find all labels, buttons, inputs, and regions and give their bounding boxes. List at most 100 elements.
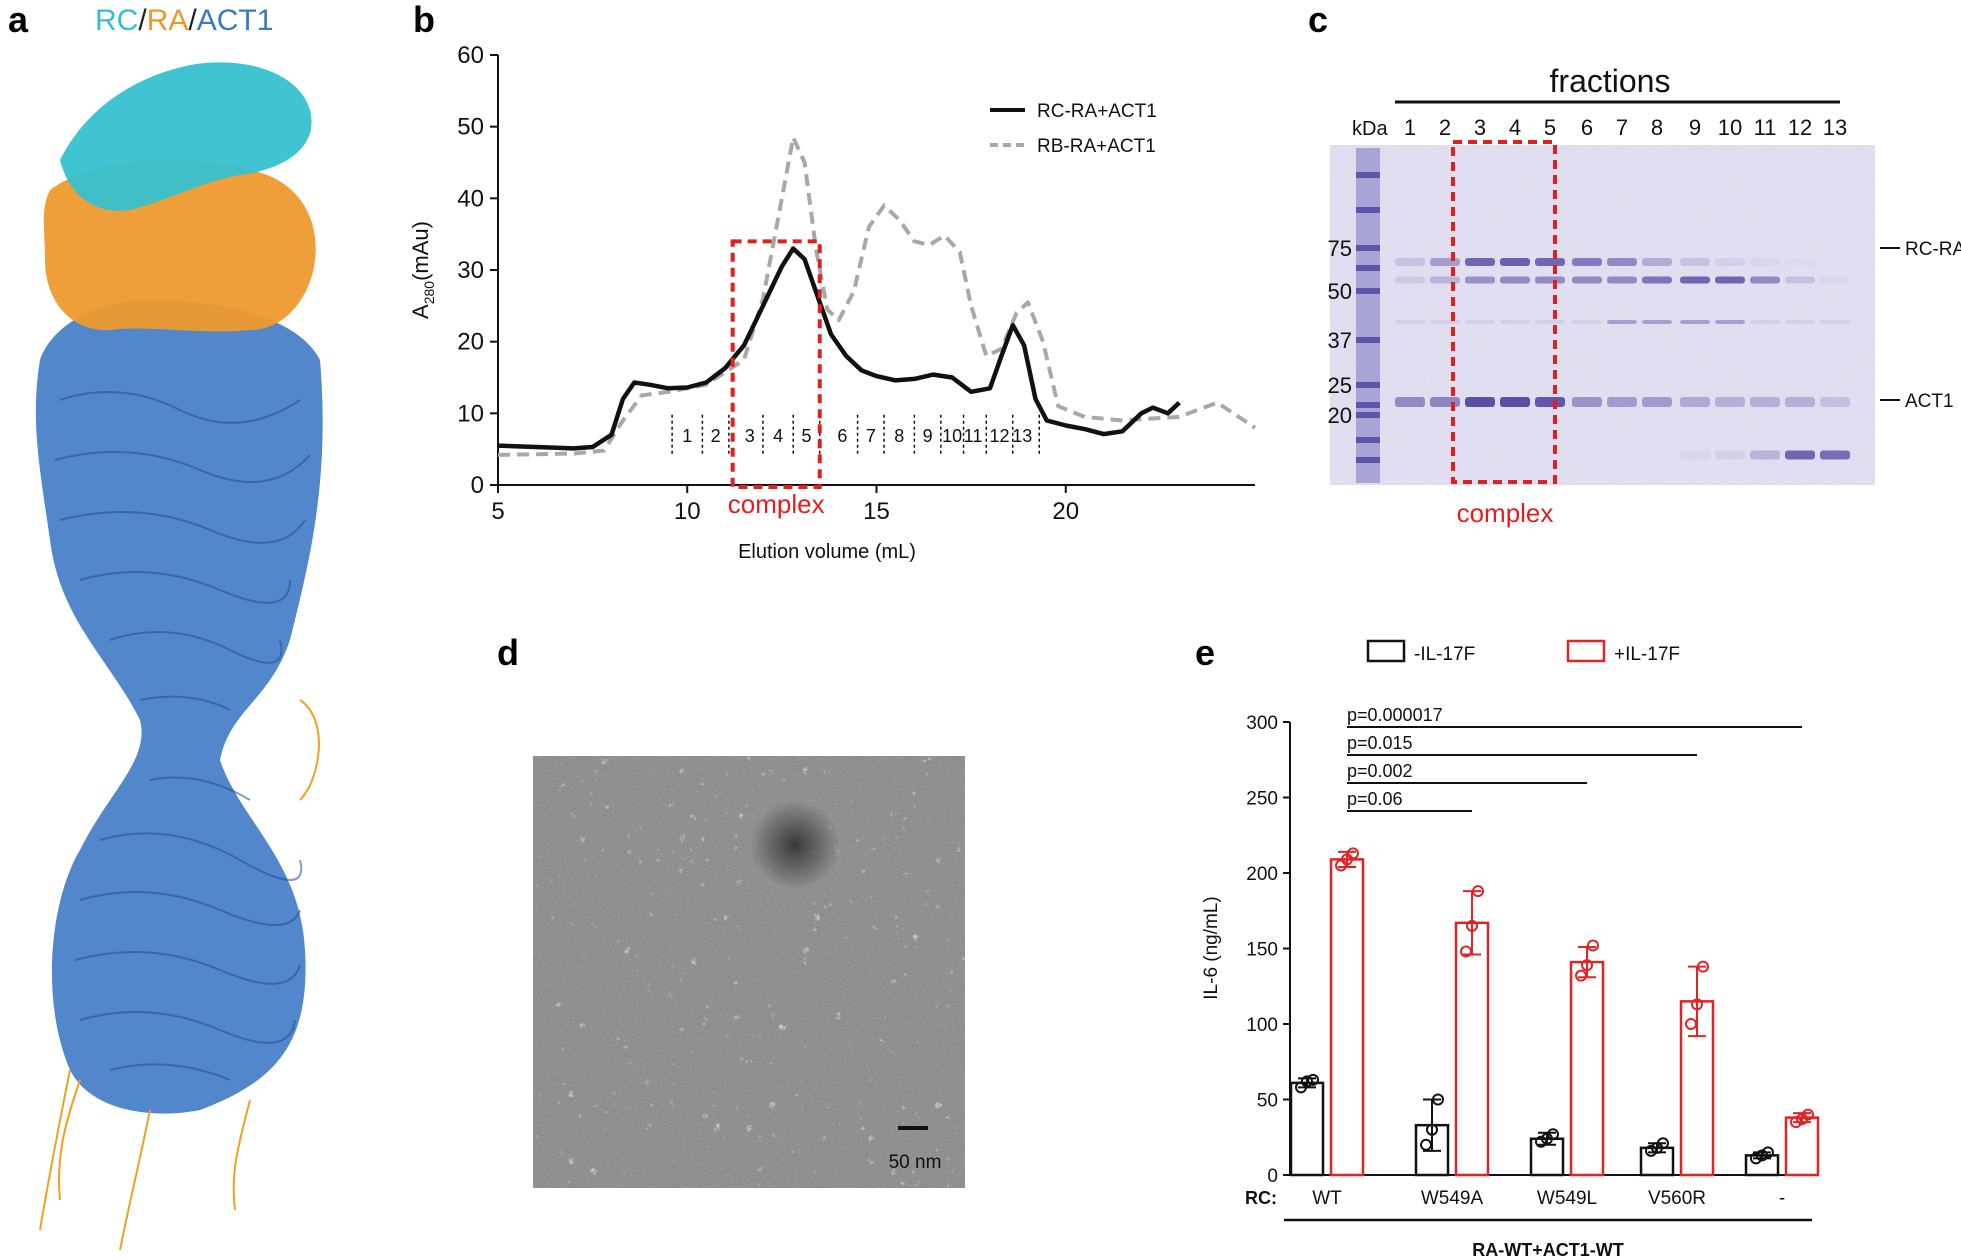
gel-texture: [1330, 145, 1875, 485]
gel-marker-label: 25: [1328, 373, 1352, 398]
e-y-tick-label: 0: [1267, 1166, 1278, 1187]
e-category-labels: WT W549A W549L V560R -: [1312, 1188, 1785, 1209]
b-legend-label-1: RC-RA+ACT1: [1037, 101, 1157, 122]
b-y-tick-label: 10: [457, 400, 484, 427]
e-bar-plus: [1454, 921, 1490, 1177]
gel-marker-label: 20: [1328, 403, 1352, 428]
b-fraction-label: 9: [923, 426, 933, 446]
gel-band: [1750, 397, 1780, 407]
e-data-point: [1301, 1075, 1313, 1088]
gel-band: [1500, 258, 1530, 266]
b-fraction-label: 11: [964, 426, 983, 446]
panel-letter-c: c: [1308, 0, 1328, 40]
e-category-label: WT: [1312, 1188, 1342, 1209]
gel-band: [1465, 397, 1495, 407]
e-bar-minus: [1289, 1081, 1325, 1177]
gel-lane-number: 13: [1823, 115, 1847, 140]
gel-kda-label: kDa: [1352, 118, 1388, 140]
gel-lane-number: 3: [1474, 115, 1486, 140]
e-y-tick-label: 300: [1246, 713, 1278, 734]
e-legend-label-1: -IL-17F: [1414, 644, 1475, 665]
b-fraction-label: 4: [773, 426, 783, 446]
gel-band: [1820, 320, 1850, 324]
gel-band: [1465, 320, 1495, 324]
gel-ladder-band: [1356, 288, 1380, 294]
gel-band: [1607, 276, 1637, 284]
b-complex-box: [730, 239, 822, 489]
gel-band: [1680, 397, 1710, 407]
b-y-tick-label: 40: [457, 185, 484, 212]
protein-structure-image: [35, 62, 323, 1251]
gel-band: [1572, 397, 1602, 407]
gel-marker-label: 50: [1328, 279, 1352, 304]
title-act1: ACT1: [197, 4, 274, 37]
title-rc: RC: [95, 4, 138, 37]
b-y-ticks: 0 10 20 30 40 50 60: [457, 42, 498, 499]
gel-lane-number: 12: [1788, 115, 1812, 140]
e-category-label: W549A: [1421, 1188, 1484, 1209]
e-data-point: [1460, 945, 1472, 958]
e-bar-plus: [1569, 960, 1605, 1177]
b-y-tick-label: 0: [471, 472, 484, 499]
gel-band: [1535, 397, 1565, 407]
gel-ladder-band: [1356, 245, 1380, 251]
b-x-axis-label: Elution volume (mL): [738, 541, 916, 563]
e-legend-label-2: +IL-17F: [1614, 644, 1680, 665]
gel-band: [1535, 320, 1565, 324]
e-data-point: [1420, 1138, 1432, 1151]
gel-band: [1820, 450, 1850, 460]
e-y-axis-label: IL-6 (ng/mL): [1201, 896, 1222, 999]
e-bar-plus: [1784, 1116, 1820, 1177]
gel-band: [1750, 450, 1780, 460]
gel-rcra-label: RC-RA: [1905, 239, 1961, 260]
panel-e: e -IL-17F +IL-17F 0 50 100 150 200 250 300 p=0…: [1195, 632, 1820, 1260]
em-noise: [533, 756, 965, 1188]
b-fraction-label: 7: [866, 426, 876, 446]
gel-ladder-band: [1356, 265, 1380, 271]
e-y-tick-label: 50: [1257, 1091, 1278, 1112]
b-fraction-label: 6: [837, 426, 847, 446]
gel-ladder-band: [1356, 382, 1380, 388]
e-data-point: [1587, 939, 1599, 952]
gel-band: [1820, 276, 1850, 284]
title-ra: RA: [147, 4, 189, 37]
gel-band: [1750, 320, 1780, 324]
gel-lane-number: 11: [1754, 115, 1777, 140]
gel-band: [1607, 258, 1637, 266]
gel-band: [1395, 258, 1425, 266]
gel-lane-number: 1: [1404, 115, 1416, 140]
gel-lane-number: 4: [1509, 115, 1521, 140]
gel-band: [1430, 258, 1460, 266]
gel-marker-label: 75: [1328, 236, 1352, 261]
gel-band: [1642, 276, 1672, 284]
b-legend-label-2: RB-RA+ACT1: [1037, 136, 1156, 157]
gel-ladder-lane: [1356, 148, 1380, 483]
b-y-tick-label: 20: [457, 329, 484, 356]
e-legend: -IL-17F +IL-17F: [1366, 639, 1680, 665]
gel-band: [1785, 276, 1815, 284]
e-data-point: [1691, 998, 1703, 1011]
gel-band: [1680, 320, 1710, 324]
gel-band: [1785, 450, 1815, 460]
rc-region: [60, 62, 312, 211]
e-data-point: [1426, 1123, 1438, 1136]
b-y-tick-label: 30: [457, 257, 484, 284]
gel-band: [1642, 258, 1672, 266]
gel-marker-labels: 75 50 37 25 20: [1328, 236, 1352, 428]
gel-ladder-bands: [1356, 172, 1380, 463]
e-data-point: [1347, 847, 1359, 860]
gel-marker-label: 37: [1328, 328, 1352, 353]
gel-band: [1607, 320, 1637, 324]
gel-lane-number: 9: [1689, 115, 1701, 140]
e-data-point: [1762, 1146, 1774, 1159]
gel-ladder-band: [1356, 337, 1380, 343]
e-legend-swatch-2: [1566, 639, 1606, 663]
e-category-label: -: [1779, 1188, 1785, 1209]
gel-band: [1680, 276, 1710, 284]
e-data-point: [1575, 969, 1587, 982]
gel-lane-number: 6: [1581, 115, 1593, 140]
gel-band: [1680, 258, 1710, 266]
gel-ladder-band: [1356, 457, 1380, 463]
gel-band: [1750, 258, 1780, 266]
